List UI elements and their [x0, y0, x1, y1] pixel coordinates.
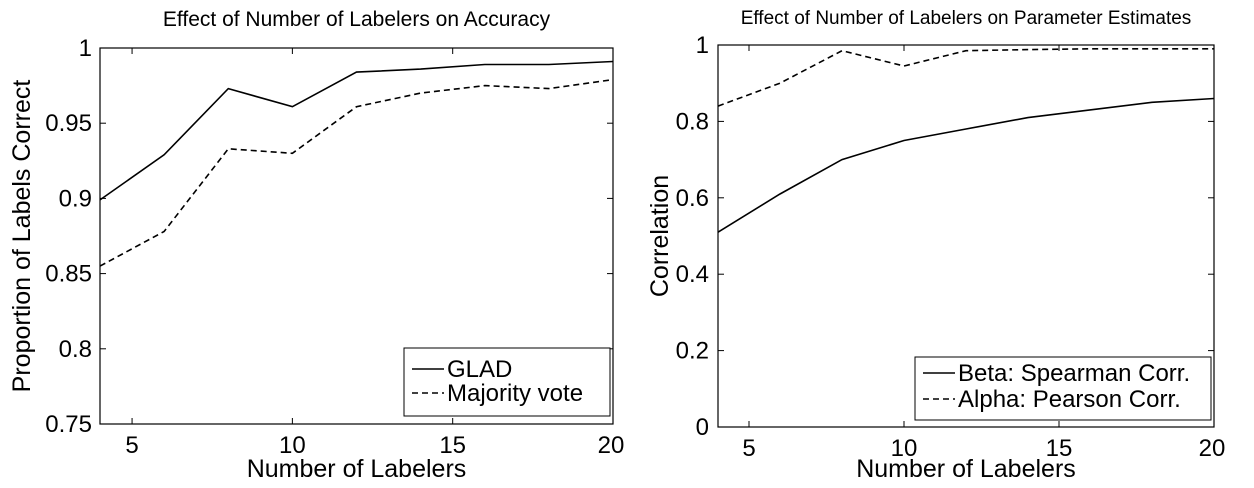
legend-label-1: GLAD: [447, 356, 512, 383]
chart-2: Effect of Number of Labelers on Paramete…: [646, 8, 1225, 483]
x-tick-label: 5: [125, 432, 138, 459]
series-line-1: [99, 60, 614, 201]
chart-1: Effect of Number of Labelers on Accuracy…: [8, 8, 624, 483]
x-tick-label: 10: [279, 432, 306, 459]
x-tick-label: 20: [598, 432, 625, 459]
legend-label-1: Beta: Spearman Corr.: [958, 360, 1190, 387]
y-tick-label: 0.85: [45, 261, 92, 288]
legend-label-2: Majority vote: [447, 380, 583, 407]
y-tick-label: 1: [79, 35, 92, 62]
y-tick-label: 1: [696, 32, 709, 59]
y-axis-label: Proportion of Labels Correct: [8, 80, 36, 393]
y-tick-label: 0.75: [45, 411, 92, 438]
y-axis-label: Correlation: [646, 175, 674, 297]
x-axis-label: Number of Labelers: [856, 455, 1076, 483]
y-tick-label: 0.4: [676, 261, 709, 288]
x-tick-label: 20: [1199, 435, 1226, 462]
legend: Beta: Spearman Corr.Alpha: Pearson Corr.: [914, 356, 1212, 421]
chart-title: Effect of Number of Labelers on Accuracy: [163, 8, 551, 31]
x-axis-label: Number of Labelers: [247, 455, 467, 483]
y-tick-label: 0.9: [59, 185, 92, 212]
legend-box: [914, 356, 1212, 421]
y-tick-label: 0.95: [45, 110, 92, 137]
series-line-2: [99, 78, 614, 267]
plot-frame: [99, 47, 614, 425]
legend-box: [403, 347, 611, 417]
x-tick-label: 10: [891, 435, 918, 462]
series-line-2: [717, 47, 1214, 107]
plot-frame: [717, 44, 1215, 428]
y-tick-label: 0.8: [676, 108, 709, 135]
legend-label-2: Alpha: Pearson Corr.: [958, 386, 1181, 413]
x-tick-label: 15: [439, 432, 466, 459]
y-tick-label: 0.8: [59, 336, 92, 363]
chart-title: Effect of Number of Labelers on Paramete…: [741, 8, 1192, 29]
y-tick-label: 0: [696, 414, 709, 441]
series-line-1: [717, 97, 1215, 233]
y-tick-label: 0.2: [676, 338, 709, 365]
x-tick-label: 5: [742, 435, 755, 462]
y-tick-label: 0.6: [676, 185, 709, 212]
x-tick-label: 15: [1046, 435, 1073, 462]
